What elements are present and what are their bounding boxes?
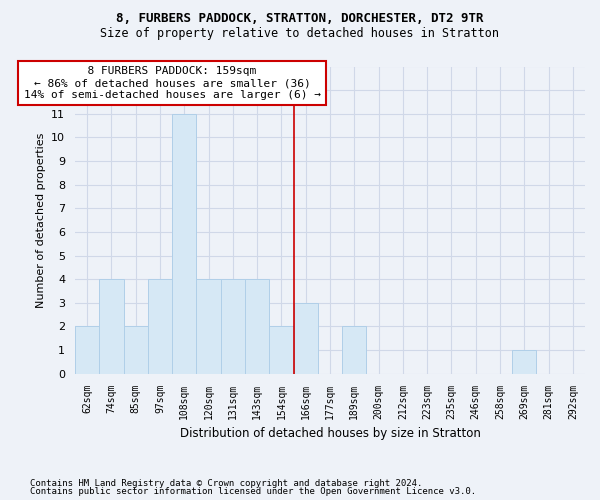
Bar: [221, 279, 245, 374]
Bar: [342, 326, 367, 374]
Y-axis label: Number of detached properties: Number of detached properties: [35, 132, 46, 308]
Text: 8 FURBERS PADDOCK: 159sqm  
← 86% of detached houses are smaller (36)
14% of sem: 8 FURBERS PADDOCK: 159sqm ← 86% of detac…: [23, 66, 320, 100]
X-axis label: Distribution of detached houses by size in Stratton: Distribution of detached houses by size …: [179, 427, 481, 440]
Bar: [196, 279, 221, 374]
Bar: [245, 279, 269, 374]
Text: Size of property relative to detached houses in Stratton: Size of property relative to detached ho…: [101, 28, 499, 40]
Text: Contains HM Land Registry data © Crown copyright and database right 2024.: Contains HM Land Registry data © Crown c…: [30, 478, 422, 488]
Bar: [124, 326, 148, 374]
Text: 8, FURBERS PADDOCK, STRATTON, DORCHESTER, DT2 9TR: 8, FURBERS PADDOCK, STRATTON, DORCHESTER…: [116, 12, 484, 26]
Bar: [269, 326, 293, 374]
Bar: [75, 326, 99, 374]
Bar: [148, 279, 172, 374]
Bar: [99, 279, 124, 374]
Bar: [293, 303, 318, 374]
Bar: [512, 350, 536, 374]
Bar: [172, 114, 196, 374]
Text: Contains public sector information licensed under the Open Government Licence v3: Contains public sector information licen…: [30, 487, 476, 496]
